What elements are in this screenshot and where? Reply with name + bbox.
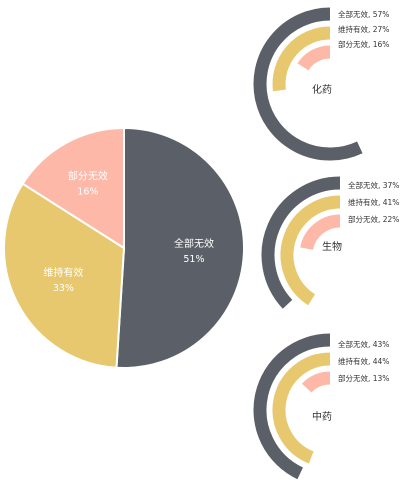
radial-bar (272, 26, 331, 92)
pie-slice-label: 部分无效 (68, 169, 108, 182)
radial-bar-label: 全部无效, 37% (348, 180, 399, 190)
radial-bar (253, 333, 331, 480)
pie-chart: 全部无效 51% 维持有效 33% 部分无效 16% (3, 126, 246, 369)
radial-bar (253, 7, 363, 161)
pie-slice (115, 126, 246, 369)
pie-slice-label: 全部无效 (174, 237, 214, 250)
radial-chart-shengwu: 全部无效, 37% 维持有效, 41% 部分无效, 22% 生物 (261, 176, 399, 309)
radial-bar-label: 维持有效, 27% (338, 24, 389, 34)
pie-slice-percent: 33% (53, 283, 74, 294)
pie-slice-percent: 16% (77, 186, 98, 197)
radial-bar (301, 371, 331, 393)
pie-slice-label: 维持有效 (43, 266, 83, 279)
radial-bar-label: 维持有效, 44% (338, 356, 389, 366)
radial-chart-huayao: 全部无效, 57% 维持有效, 27% 部分无效, 16% 化药 (253, 7, 389, 161)
radial-bar-label: 维持有效, 41% (348, 197, 399, 207)
radial-bar (261, 176, 341, 309)
radial-bar-label: 全部无效, 43% (338, 339, 389, 349)
radial-bar (280, 195, 341, 306)
radial-bar (297, 45, 331, 71)
radial-bar-label: 部分无效, 22% (348, 214, 399, 224)
radial-chart-zhongyao: 全部无效, 43% 维持有效, 44% 部分无效, 13% 中药 (253, 333, 389, 480)
pie-slice-percent: 51% (183, 254, 204, 265)
radial-chart-title: 生物 (322, 240, 342, 253)
radial-bar (300, 214, 341, 251)
radial-chart-title: 化药 (312, 83, 332, 96)
radial-chart-title: 中药 (312, 410, 332, 423)
radial-bar-label: 部分无效, 13% (338, 373, 389, 383)
radial-bar-label: 全部无效, 57% (338, 9, 389, 19)
radial-bar-label: 部分无效, 16% (338, 39, 389, 49)
pie-slice (21, 126, 125, 250)
radial-bar (272, 352, 331, 464)
